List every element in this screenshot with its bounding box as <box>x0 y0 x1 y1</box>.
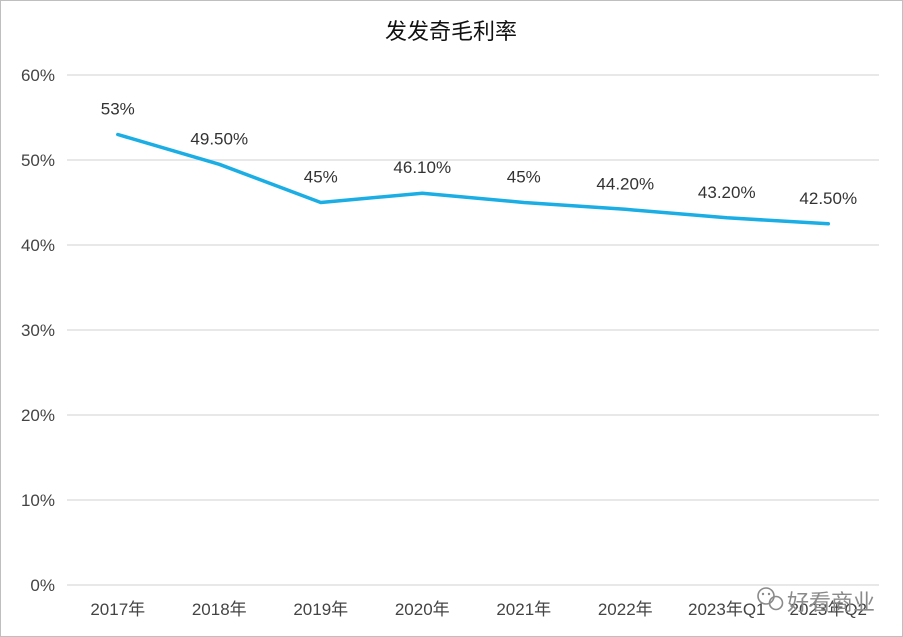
data-label: 53% <box>101 100 135 119</box>
x-axis-ticks: 2017年 2018年 2019年 2020年 2021年 2022年 2023年Q1 202… <box>90 600 867 619</box>
y-tick-label: 60% <box>21 66 55 85</box>
y-tick-label: 20% <box>21 406 55 425</box>
x-tick-label: 2023年Q1 <box>688 600 766 619</box>
x-tick-label: 2019年 <box>293 600 348 619</box>
wechat-icon <box>757 587 784 611</box>
data-label: 42.50% <box>799 189 857 208</box>
x-tick-label: 2023年Q2 <box>790 600 868 619</box>
y-tick-label: 30% <box>21 321 55 340</box>
x-tick-label: 2020年 <box>395 600 450 619</box>
data-label: 46.10% <box>393 158 451 177</box>
data-label: 45% <box>507 168 541 187</box>
x-tick-label: 2018年 <box>192 600 247 619</box>
data-label: 49.50% <box>190 129 248 148</box>
data-label: 45% <box>304 168 338 187</box>
y-axis-ticks: 0% 10% 20% 30% 40% 50% 60% <box>21 66 55 595</box>
y-tick-label: 10% <box>21 491 55 510</box>
series-line <box>116 132 831 226</box>
y-tick-label: 0% <box>30 576 55 595</box>
data-labels: 53% 49.50% 45% 46.10% 45% 44.20% 43.20% 42.50% <box>101 100 857 208</box>
chart-title: 发发奇毛利率 <box>385 19 517 44</box>
gridlines <box>67 74 879 586</box>
series-layer <box>116 132 831 226</box>
data-label: 44.20% <box>596 174 654 193</box>
x-tick-label: 2017年 <box>90 600 145 619</box>
y-tick-label: 50% <box>21 151 55 170</box>
x-tick-label: 2021年 <box>496 600 551 619</box>
x-tick-label: 2022年 <box>598 600 653 619</box>
y-tick-label: 40% <box>21 236 55 255</box>
watermark-text: 好看商业 <box>787 591 875 616</box>
watermark: 好看商业 <box>757 587 875 616</box>
data-label: 43.20% <box>698 183 756 202</box>
